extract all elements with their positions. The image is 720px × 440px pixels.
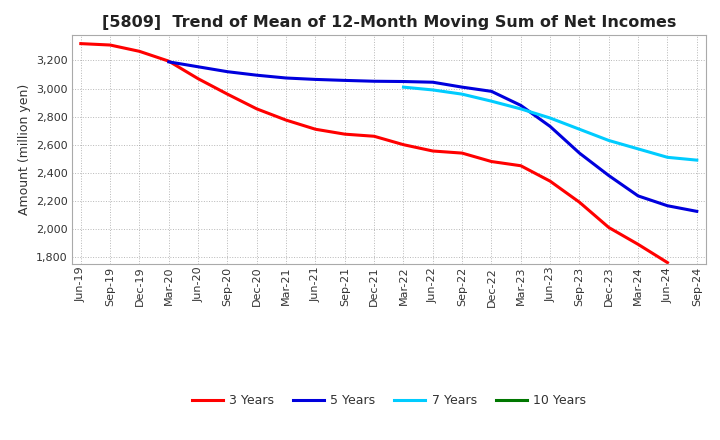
Y-axis label: Amount (million yen): Amount (million yen): [17, 84, 30, 215]
Title: [5809]  Trend of Mean of 12-Month Moving Sum of Net Incomes: [5809] Trend of Mean of 12-Month Moving …: [102, 15, 676, 30]
Legend: 3 Years, 5 Years, 7 Years, 10 Years: 3 Years, 5 Years, 7 Years, 10 Years: [186, 389, 591, 412]
